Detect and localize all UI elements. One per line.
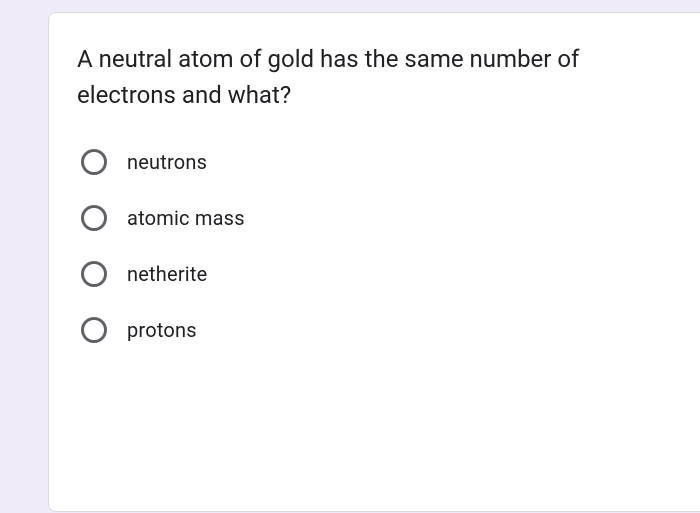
option-label: atomic mass bbox=[127, 206, 245, 230]
radio-icon[interactable] bbox=[81, 205, 107, 231]
option-row[interactable]: neutrons bbox=[81, 149, 679, 175]
option-row[interactable]: netherite bbox=[81, 261, 679, 287]
radio-icon[interactable] bbox=[81, 261, 107, 287]
option-row[interactable]: protons bbox=[81, 317, 679, 343]
question-text: A neutral atom of gold has the same numb… bbox=[77, 41, 679, 113]
option-label: netherite bbox=[127, 262, 207, 286]
option-label: neutrons bbox=[127, 150, 207, 174]
radio-icon[interactable] bbox=[81, 317, 107, 343]
option-label: protons bbox=[127, 318, 197, 342]
option-row[interactable]: atomic mass bbox=[81, 205, 679, 231]
radio-icon[interactable] bbox=[81, 149, 107, 175]
question-card: A neutral atom of gold has the same numb… bbox=[48, 12, 700, 512]
options-group: neutrons atomic mass netherite protons bbox=[77, 149, 679, 343]
